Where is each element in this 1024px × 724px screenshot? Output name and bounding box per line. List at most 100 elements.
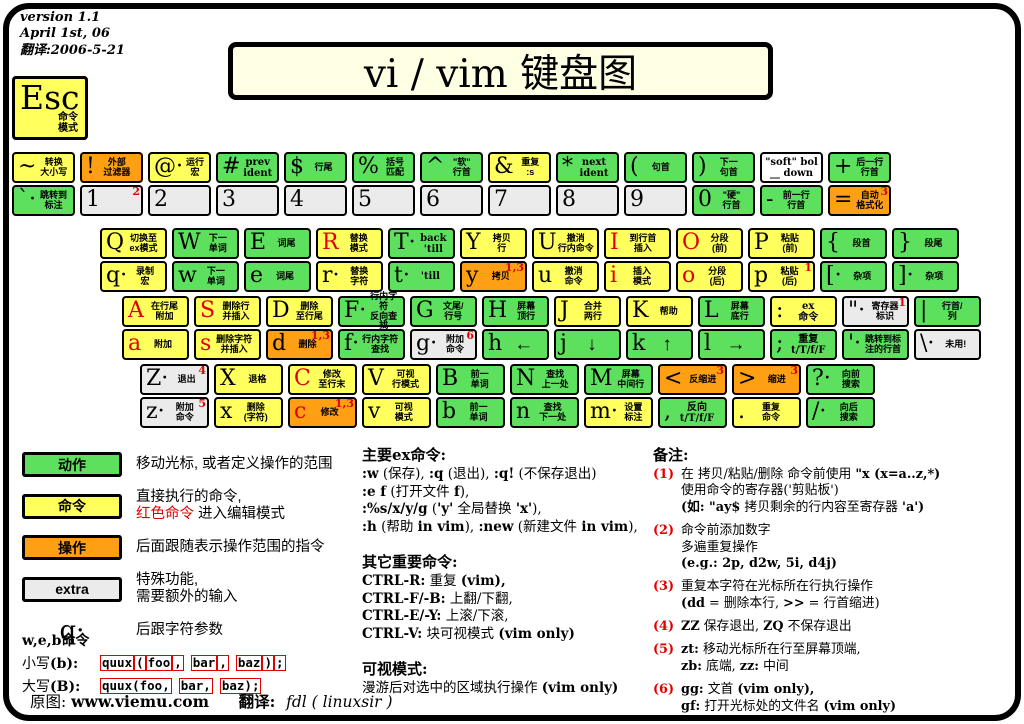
ex-command-line: :%s/x/y/g ('y' 全局替换 'x'), — [362, 501, 662, 519]
key-desc: ↓ — [587, 334, 597, 355]
text-segment: www.viemu.com — [71, 692, 210, 711]
key-symbol: [· — [826, 263, 842, 289]
text-segment: 重复 — [425, 573, 461, 590]
key-E: E 词尾 e 词尾 — [244, 228, 311, 292]
key-superscript: 1 — [804, 261, 812, 274]
legend-swatch: 动作 — [22, 452, 122, 477]
key-bottom-half: n 查找 下一处 — [510, 397, 579, 428]
word-token: , — [172, 654, 184, 672]
key-symbol: ; — [776, 331, 784, 357]
text-segment: 打开光标处的文件名 — [700, 698, 824, 714]
key-top-half: M 屏幕 中间行 — [584, 364, 653, 395]
legend-text-line: 特殊功能, — [136, 572, 238, 589]
key-desc: 前一 单词 — [470, 368, 489, 389]
legend-text: 后面跟随表示操作范围的指令 — [136, 539, 325, 556]
legend-item: extra 特殊功能, 需要额外的输入 — [22, 572, 362, 606]
key-desc: 粘贴 (后) — [780, 265, 799, 286]
text-segment: (打开文件 — [386, 483, 454, 500]
key-desc: 重复 命令 — [761, 401, 780, 422]
note-line: zb: 底端, zz: 中间 — [681, 659, 861, 675]
key-desc: 屏幕 底行 — [730, 300, 749, 321]
legend-swatch: 操作 — [22, 535, 122, 561]
esc-desc-line: 命令 — [58, 112, 78, 123]
legend-item: 操作 后面跟随表示操作范围的指令 — [22, 535, 362, 561]
key-symbol: q· — [106, 263, 128, 289]
key-symbol: (句首 9 — [624, 152, 687, 216]
key-symbol: ) — [698, 154, 707, 180]
key-symbol: R — [322, 230, 339, 256]
key-desc: 反缩进 — [689, 373, 717, 384]
legend-swatch: q· — [59, 615, 85, 646]
key-desc: 退格 — [248, 373, 267, 384]
word-token: ( — [134, 654, 146, 672]
key-symbol: z· — [146, 399, 165, 425]
ex-command-line: :h (帮助 in vim), :new (新建文件 in vim), — [362, 519, 662, 537]
key-desc: 拷贝 — [491, 270, 510, 281]
legend-text-line: 后面跟随表示操作范围的指令 — [136, 539, 325, 556]
key-top-half: # prev ident — [216, 152, 279, 183]
key-bottom-half: , 反向 t/T/f/F — [658, 397, 727, 428]
word-example-title: w,e,b命令 — [22, 633, 90, 649]
notes-title: 备注: — [653, 446, 689, 464]
key-symbol: 8 — [562, 187, 576, 213]
ex-block-title: 主要ex命令: — [362, 446, 447, 464]
key-top-half: X 退格 — [214, 364, 283, 395]
key-top-half: E 词尾 — [244, 228, 311, 259]
note-item: (3) 重复本字符在光标所在行执行操作 (dd = 删除本行, >> = 行首缩进) — [653, 579, 1019, 612]
note-item: (6) gg: 文首 (vim only), gf: 打开光标处的文件名 (vim … — [653, 682, 1019, 715]
key-top-half: D 删除 至行尾 — [266, 296, 333, 327]
key-top-half: Y 拷贝行 — [460, 228, 527, 259]
text-segment: :w — [362, 466, 379, 482]
key-bottom-half: o 分段 (后) — [676, 261, 743, 292]
key-I: I 到行首 插入 i 插入 模式 — [604, 228, 671, 292]
text-segment: (退出), — [443, 466, 494, 482]
key-bottom-half: w 下一 单词 — [172, 261, 239, 292]
key-symbol: 1 — [86, 187, 100, 213]
text-segment: 拷贝剩余的行内容至寄存器 — [740, 499, 903, 515]
key-symbol: ^ — [426, 154, 445, 180]
ex-command-line: 漫游后对选中的区域执行操作 (vim only) — [362, 680, 662, 698]
text-segment — [209, 693, 239, 711]
text-segment: ), — [459, 483, 470, 500]
key-symbol: k — [632, 331, 646, 357]
key-desc: "软" 行首 — [452, 156, 471, 177]
key-desc: 附加 — [154, 338, 173, 349]
key-top-half: ! 外部 过滤器 — [80, 152, 143, 183]
key-bottom-half: r· 替换 字符 — [316, 261, 383, 292]
text-segment: zz: — [739, 658, 760, 674]
key-symbol: : ex 命令; 重复 t/T/f/F — [770, 296, 837, 360]
key-symbol: "· — [848, 298, 866, 324]
key-symbol: O — [682, 230, 701, 256]
note-line: 重复本字符在光标所在行执行操作 — [681, 579, 880, 595]
key-desc: 寄存器 标识 — [871, 300, 899, 321]
key-bottom-half: 6 — [420, 185, 483, 216]
legend-text-line: 后跟字符参数 — [136, 622, 223, 639]
note-body: gg: 文首 (vim only), gf: 打开光标处的文件名 (vim onl… — [681, 682, 896, 715]
note-number: (3) — [653, 579, 675, 595]
key-symbol: s — [200, 331, 212, 357]
key-top-half: N 查找 上一处 — [510, 364, 579, 395]
key-bottom-half: 5 — [352, 185, 415, 216]
text-segment: :q! — [493, 466, 515, 482]
legend-text-line: 移动光标, 或者定义操作的范围 — [136, 456, 333, 473]
key-superscript: 2 — [132, 185, 140, 198]
key-symbol: & 重复:s 7 — [488, 152, 551, 216]
key-symbol: K — [632, 298, 649, 324]
key-symbol: 4 — [290, 187, 304, 213]
key-symbol: Y — [466, 230, 481, 256]
key-bottom-half: x 删除 (字符) — [214, 397, 283, 428]
key-symbol: < — [664, 366, 683, 392]
key-symbol: o — [682, 263, 696, 289]
key-top-half: } 段尾 — [892, 228, 959, 259]
text-segment: (B): — [50, 679, 81, 695]
key-desc: 运行宏 — [185, 156, 204, 177]
key-top-half: {段首 — [820, 228, 887, 259]
key-superscript: 1 — [898, 296, 906, 309]
key-symbol: } — [898, 230, 912, 256]
key-symbol: L — [704, 298, 719, 324]
key-desc: ↑ — [662, 334, 672, 355]
ex-command-line: CTRL-V: 块可视模式 (vim only) — [362, 626, 662, 644]
key-desc: 切换至 ex模式 — [129, 232, 158, 253]
key-desc: 合并 两行 — [583, 300, 602, 321]
